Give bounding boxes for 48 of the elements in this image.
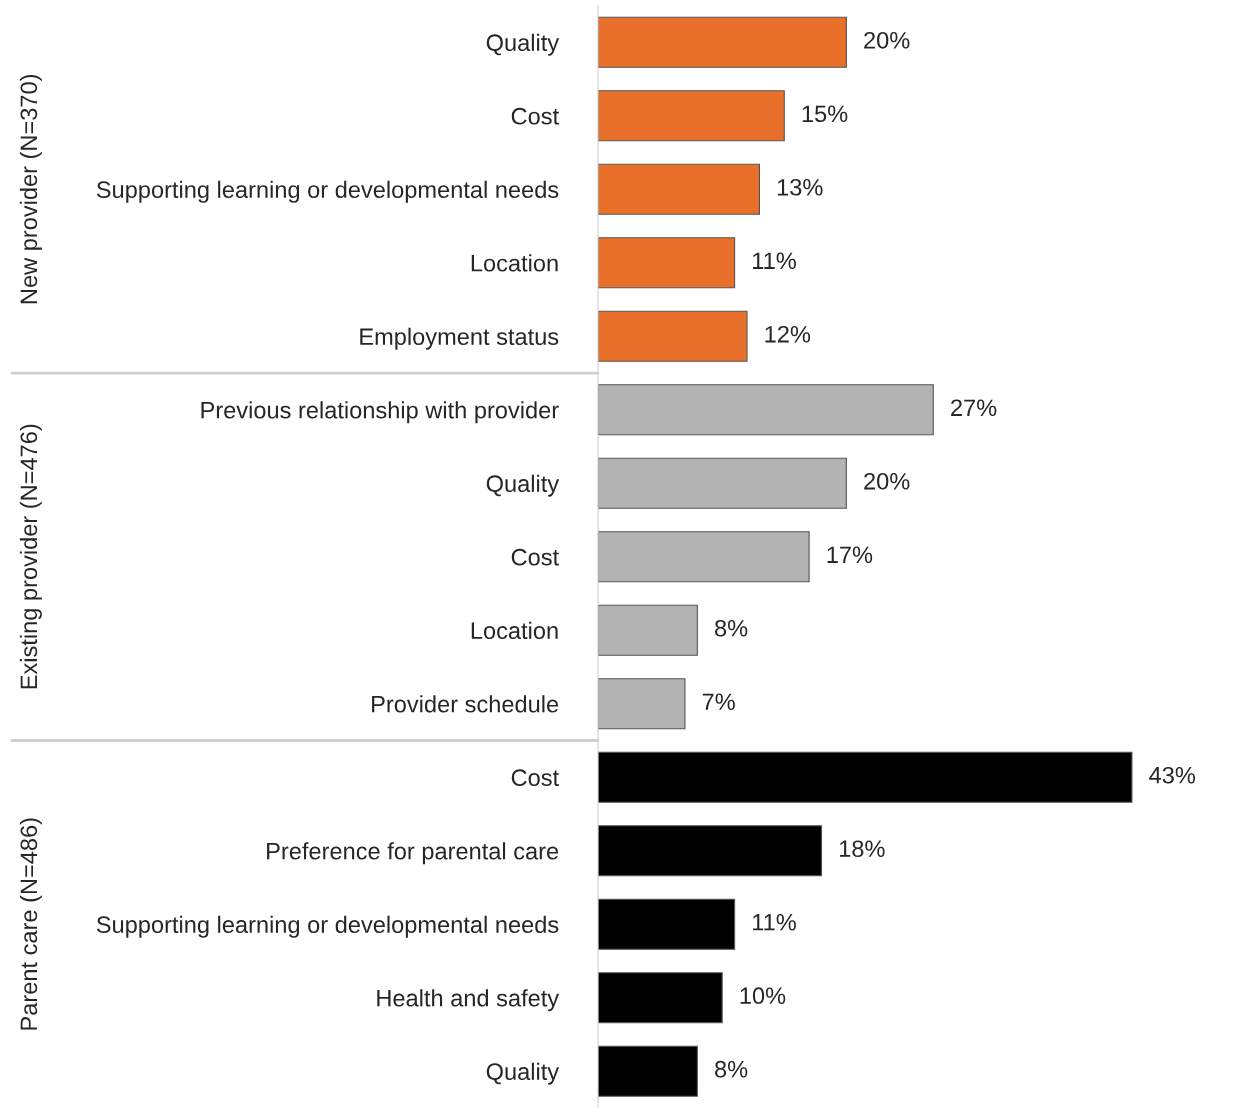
y-axis-title: Parent care (N=486) [19, 818, 42, 1030]
data-label: 20% [864, 31, 910, 49]
data-label: 7% [702, 693, 735, 711]
data-label: 8% [715, 619, 748, 637]
y-tick-label: Cost [511, 548, 559, 566]
y-tick-label: Previous relationship with provider [201, 401, 559, 424]
y-tick-label: Health and safety [377, 989, 560, 1012]
bar [598, 531, 810, 583]
data-label: 13% [777, 178, 823, 196]
bar [598, 972, 723, 1024]
data-label: 15% [802, 105, 848, 123]
y-tick-label: Quality [486, 33, 560, 56]
data-label: 18% [839, 840, 885, 858]
y-tick-label: Cost [511, 769, 559, 787]
data-label: 10% [740, 987, 786, 1005]
data-label: 43% [1149, 766, 1196, 784]
y-axis-title: Existing provider (N=476) [19, 424, 42, 689]
data-label: 11% [753, 252, 796, 270]
y-tick-label: Preference for parental care [267, 842, 559, 865]
bar [598, 384, 934, 436]
y-tick-label: Employment status [360, 327, 559, 350]
bar [598, 90, 785, 142]
bar [598, 825, 823, 877]
bar [598, 898, 736, 950]
y-axis-title: New provider (N=370) [19, 74, 42, 304]
y-tick-label: Location [471, 621, 558, 640]
y-tick-label: Provider schedule [372, 695, 559, 713]
bar [598, 678, 686, 730]
y-tick-label: Location [471, 254, 558, 272]
y-tick-label: Quality [486, 1062, 560, 1085]
data-label: 11% [753, 913, 796, 931]
bar [598, 16, 847, 68]
y-tick-label: Cost [511, 107, 559, 125]
bar [598, 310, 748, 362]
data-label: 8% [715, 1060, 748, 1078]
data-label: 20% [864, 472, 910, 490]
bar [598, 163, 760, 215]
bar [598, 604, 698, 656]
data-label: 27% [951, 399, 997, 417]
bar [598, 457, 847, 509]
data-label: 17% [827, 546, 873, 564]
data-label: 12% [765, 325, 811, 343]
y-tick-label: Supporting learning or developmental needs [96, 915, 559, 938]
y-tick-label: Quality [486, 474, 560, 497]
bar [598, 751, 1133, 803]
bar [598, 1045, 698, 1097]
y-tick-label: Supporting learning or developmental needs [96, 180, 559, 203]
bar [598, 237, 736, 289]
